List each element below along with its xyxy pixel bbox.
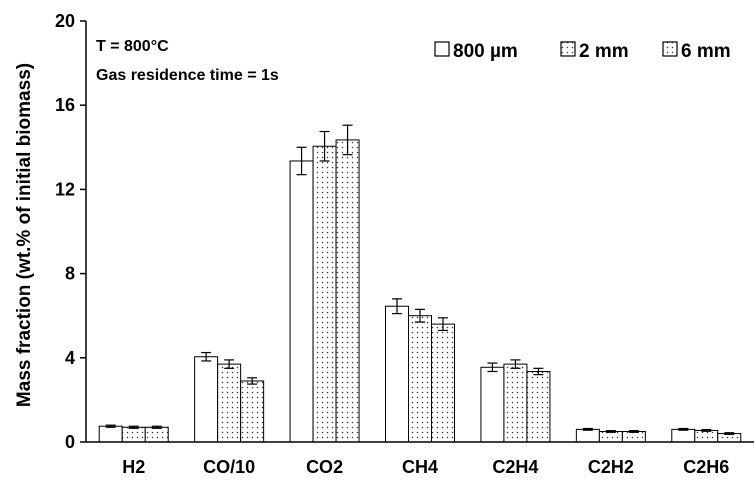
y-axis-ticks: 0 4 8 12 16 20 xyxy=(55,11,86,452)
annotation-temperature: T = 800°C xyxy=(96,38,169,55)
bar xyxy=(431,323,455,443)
y-axis-label: Mass fraction (wt.% of initial biomass) xyxy=(14,63,35,407)
bar xyxy=(144,426,169,443)
annotation-residence-time: Gas residence time = 1s xyxy=(96,67,279,84)
error-bars-group xyxy=(105,124,735,436)
bar xyxy=(335,139,360,443)
legend-item-2mm: 2 mm xyxy=(560,41,629,62)
bar xyxy=(480,366,505,443)
y-tick-label: 20 xyxy=(55,11,75,31)
bar xyxy=(526,370,551,443)
bar xyxy=(671,428,696,443)
x-tick-label: CH4 xyxy=(402,457,438,477)
x-tick-label: H2 xyxy=(122,457,145,477)
bar xyxy=(194,356,219,443)
x-tick-label: C2H6 xyxy=(683,457,729,477)
legend: 800 µm 2 mm 6 mm xyxy=(434,41,731,62)
y-tick-label: 4 xyxy=(65,348,75,368)
x-tick-label: CO2 xyxy=(306,457,343,477)
legend-swatch-2mm xyxy=(560,41,576,57)
legend-item-6mm: 6 mm xyxy=(662,41,731,62)
bar xyxy=(503,363,528,443)
annotations: T = 800°C Gas residence time = 1s xyxy=(96,38,279,84)
bar xyxy=(98,425,123,443)
x-tick-label: C2H4 xyxy=(492,457,538,477)
bar xyxy=(598,430,623,443)
bars-group xyxy=(98,139,742,443)
y-tick-label: 8 xyxy=(65,264,75,284)
legend-swatch-6mm xyxy=(662,41,678,57)
legend-label-2mm: 2 mm xyxy=(579,41,629,62)
legend-swatch-800um xyxy=(434,41,450,57)
y-axis-title: Mass fraction (wt.% of initial biomass) xyxy=(14,63,35,407)
legend-label-6mm: 6 mm xyxy=(681,41,731,62)
x-tick-label: C2H2 xyxy=(588,457,634,477)
bar xyxy=(575,428,600,443)
bar xyxy=(289,160,314,443)
y-tick-label: 16 xyxy=(55,95,75,115)
bar xyxy=(217,363,242,443)
bar xyxy=(385,305,409,443)
legend-item-800um: 800 µm xyxy=(434,41,518,62)
bar xyxy=(408,315,432,443)
bar xyxy=(240,380,265,443)
bar xyxy=(312,145,337,443)
bar xyxy=(121,426,146,443)
legend-label-800um: 800 µm xyxy=(453,41,518,62)
bar xyxy=(621,430,646,443)
x-tick-label: CO/10 xyxy=(203,457,255,477)
y-tick-label: 12 xyxy=(55,179,75,199)
x-axis-ticks: H2 CO/10 CO2 CH4 C2H4 C2H2 C2H6 xyxy=(122,457,729,477)
bar xyxy=(694,429,719,443)
y-tick-label: 0 xyxy=(65,432,75,452)
